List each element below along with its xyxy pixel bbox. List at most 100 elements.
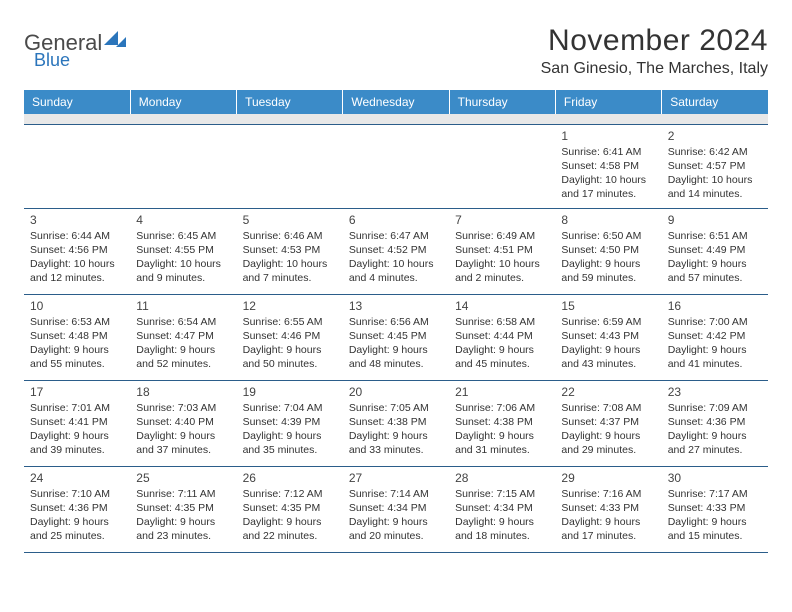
daylight-text: Daylight: 10 hours and 12 minutes.: [30, 257, 124, 285]
day-number: 26: [243, 470, 337, 486]
sunrise-text: Sunrise: 7:11 AM: [136, 487, 230, 501]
calendar-cell: 28Sunrise: 7:15 AMSunset: 4:34 PMDayligh…: [449, 466, 555, 552]
day-number: 19: [243, 384, 337, 400]
day-number: 29: [561, 470, 655, 486]
sunrise-text: Sunrise: 6:58 AM: [455, 315, 549, 329]
spacer-row: [24, 114, 768, 124]
day-number: 28: [455, 470, 549, 486]
day-number: 12: [243, 298, 337, 314]
sunset-text: Sunset: 4:36 PM: [668, 415, 762, 429]
day-header: Tuesday: [237, 90, 343, 114]
calendar-cell: 9Sunrise: 6:51 AMSunset: 4:49 PMDaylight…: [662, 208, 768, 294]
day-number: 9: [668, 212, 762, 228]
sunset-text: Sunset: 4:38 PM: [455, 415, 549, 429]
sunset-text: Sunset: 4:43 PM: [561, 329, 655, 343]
sunset-text: Sunset: 4:50 PM: [561, 243, 655, 257]
day-number: 7: [455, 212, 549, 228]
day-number: 3: [30, 212, 124, 228]
daylight-text: Daylight: 10 hours and 7 minutes.: [243, 257, 337, 285]
day-number: 4: [136, 212, 230, 228]
calendar-cell: [449, 124, 555, 208]
calendar-cell: 4Sunrise: 6:45 AMSunset: 4:55 PMDaylight…: [130, 208, 236, 294]
sunrise-text: Sunrise: 6:51 AM: [668, 229, 762, 243]
day-number: 25: [136, 470, 230, 486]
calendar-cell: 8Sunrise: 6:50 AMSunset: 4:50 PMDaylight…: [555, 208, 661, 294]
calendar-cell: 21Sunrise: 7:06 AMSunset: 4:38 PMDayligh…: [449, 380, 555, 466]
day-number: 2: [668, 128, 762, 144]
day-number: 14: [455, 298, 549, 314]
daylight-text: Daylight: 9 hours and 33 minutes.: [349, 429, 443, 457]
sunset-text: Sunset: 4:33 PM: [561, 501, 655, 515]
sunrise-text: Sunrise: 6:59 AM: [561, 315, 655, 329]
sunrise-text: Sunrise: 7:14 AM: [349, 487, 443, 501]
daylight-text: Daylight: 9 hours and 41 minutes.: [668, 343, 762, 371]
logo-blue-text: Blue: [34, 50, 70, 71]
sunrise-text: Sunrise: 6:45 AM: [136, 229, 230, 243]
daylight-text: Daylight: 10 hours and 17 minutes.: [561, 173, 655, 201]
calendar-cell: 7Sunrise: 6:49 AMSunset: 4:51 PMDaylight…: [449, 208, 555, 294]
sunset-text: Sunset: 4:48 PM: [30, 329, 124, 343]
sunset-text: Sunset: 4:41 PM: [30, 415, 124, 429]
calendar-week: 10Sunrise: 6:53 AMSunset: 4:48 PMDayligh…: [24, 294, 768, 380]
sunrise-text: Sunrise: 6:50 AM: [561, 229, 655, 243]
sunset-text: Sunset: 4:35 PM: [243, 501, 337, 515]
daylight-text: Daylight: 9 hours and 25 minutes.: [30, 515, 124, 543]
sunrise-text: Sunrise: 7:03 AM: [136, 401, 230, 415]
calendar-week: 24Sunrise: 7:10 AMSunset: 4:36 PMDayligh…: [24, 466, 768, 552]
calendar-cell: 1Sunrise: 6:41 AMSunset: 4:58 PMDaylight…: [555, 124, 661, 208]
daylight-text: Daylight: 10 hours and 4 minutes.: [349, 257, 443, 285]
sunrise-text: Sunrise: 7:01 AM: [30, 401, 124, 415]
daylight-text: Daylight: 9 hours and 31 minutes.: [455, 429, 549, 457]
calendar-cell: 6Sunrise: 6:47 AMSunset: 4:52 PMDaylight…: [343, 208, 449, 294]
daylight-text: Daylight: 9 hours and 37 minutes.: [136, 429, 230, 457]
sunset-text: Sunset: 4:46 PM: [243, 329, 337, 343]
calendar-table: SundayMondayTuesdayWednesdayThursdayFrid…: [24, 90, 768, 553]
sunrise-text: Sunrise: 7:08 AM: [561, 401, 655, 415]
day-header: Friday: [555, 90, 661, 114]
calendar-week: 1Sunrise: 6:41 AMSunset: 4:58 PMDaylight…: [24, 124, 768, 208]
sunset-text: Sunset: 4:36 PM: [30, 501, 124, 515]
day-number: 15: [561, 298, 655, 314]
calendar-cell: 5Sunrise: 6:46 AMSunset: 4:53 PMDaylight…: [237, 208, 343, 294]
day-number: 16: [668, 298, 762, 314]
calendar-cell: 2Sunrise: 6:42 AMSunset: 4:57 PMDaylight…: [662, 124, 768, 208]
sunset-text: Sunset: 4:45 PM: [349, 329, 443, 343]
daylight-text: Daylight: 10 hours and 9 minutes.: [136, 257, 230, 285]
sunset-text: Sunset: 4:49 PM: [668, 243, 762, 257]
sunrise-text: Sunrise: 7:10 AM: [30, 487, 124, 501]
title-block: November 2024 San Ginesio, The Marches, …: [541, 24, 768, 78]
daylight-text: Daylight: 9 hours and 17 minutes.: [561, 515, 655, 543]
daylight-text: Daylight: 9 hours and 22 minutes.: [243, 515, 337, 543]
sunset-text: Sunset: 4:44 PM: [455, 329, 549, 343]
day-number: 6: [349, 212, 443, 228]
day-header: Monday: [130, 90, 236, 114]
daylight-text: Daylight: 10 hours and 2 minutes.: [455, 257, 549, 285]
day-number: 5: [243, 212, 337, 228]
sunrise-text: Sunrise: 6:54 AM: [136, 315, 230, 329]
sunrise-text: Sunrise: 6:56 AM: [349, 315, 443, 329]
sunset-text: Sunset: 4:38 PM: [349, 415, 443, 429]
sunrise-text: Sunrise: 6:55 AM: [243, 315, 337, 329]
calendar-cell: 29Sunrise: 7:16 AMSunset: 4:33 PMDayligh…: [555, 466, 661, 552]
calendar-cell: 12Sunrise: 6:55 AMSunset: 4:46 PMDayligh…: [237, 294, 343, 380]
daylight-text: Daylight: 9 hours and 27 minutes.: [668, 429, 762, 457]
calendar-cell: 20Sunrise: 7:05 AMSunset: 4:38 PMDayligh…: [343, 380, 449, 466]
sunset-text: Sunset: 4:55 PM: [136, 243, 230, 257]
sunset-text: Sunset: 4:40 PM: [136, 415, 230, 429]
day-number: 18: [136, 384, 230, 400]
sunset-text: Sunset: 4:35 PM: [136, 501, 230, 515]
daylight-text: Daylight: 9 hours and 20 minutes.: [349, 515, 443, 543]
calendar-week: 17Sunrise: 7:01 AMSunset: 4:41 PMDayligh…: [24, 380, 768, 466]
daylight-text: Daylight: 9 hours and 39 minutes.: [30, 429, 124, 457]
daylight-text: Daylight: 9 hours and 35 minutes.: [243, 429, 337, 457]
calendar-cell: 30Sunrise: 7:17 AMSunset: 4:33 PMDayligh…: [662, 466, 768, 552]
calendar-cell: 14Sunrise: 6:58 AMSunset: 4:44 PMDayligh…: [449, 294, 555, 380]
daylight-text: Daylight: 9 hours and 55 minutes.: [30, 343, 124, 371]
sunset-text: Sunset: 4:34 PM: [349, 501, 443, 515]
sunrise-text: Sunrise: 7:16 AM: [561, 487, 655, 501]
sunset-text: Sunset: 4:51 PM: [455, 243, 549, 257]
page-header: General November 2024 San Ginesio, The M…: [24, 24, 768, 78]
daylight-text: Daylight: 9 hours and 59 minutes.: [561, 257, 655, 285]
calendar-cell: 24Sunrise: 7:10 AMSunset: 4:36 PMDayligh…: [24, 466, 130, 552]
sunrise-text: Sunrise: 7:17 AM: [668, 487, 762, 501]
